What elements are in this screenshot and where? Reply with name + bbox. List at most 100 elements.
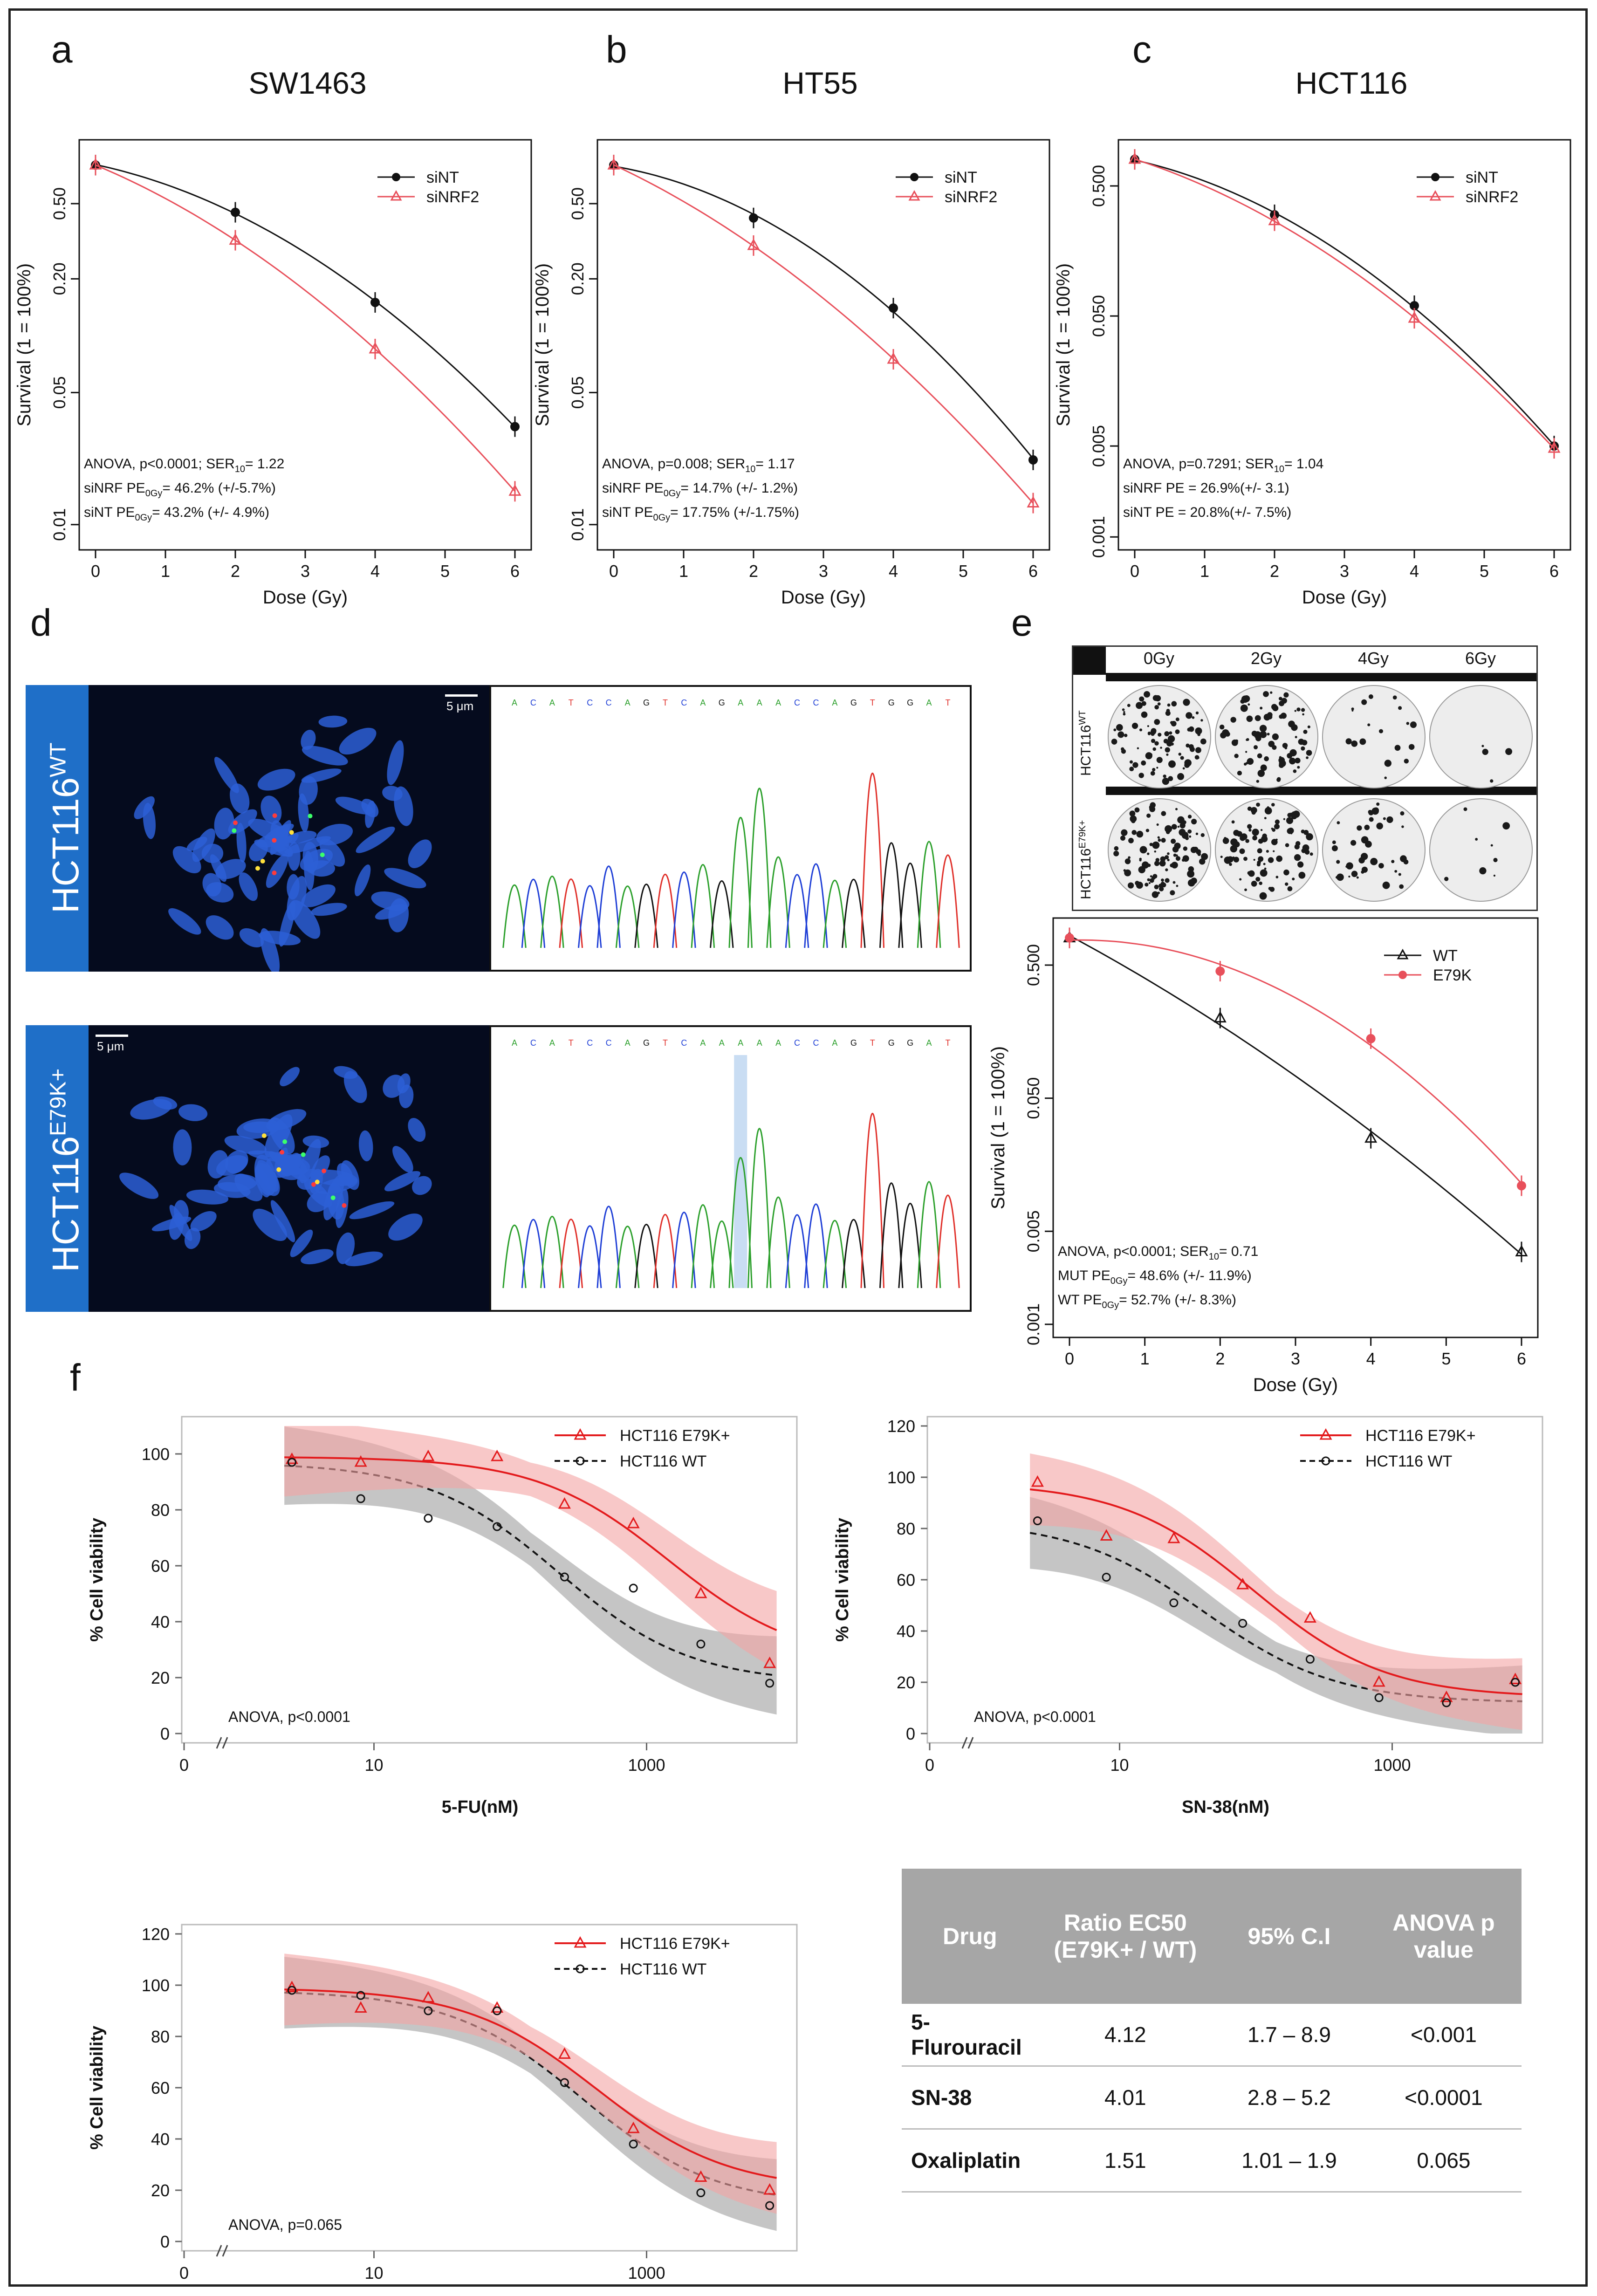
colony: [1259, 881, 1262, 885]
chromatogram-peak: [879, 842, 904, 948]
data-point: [1408, 311, 1421, 323]
data-point: [1366, 1034, 1376, 1043]
colony: [1284, 747, 1288, 749]
y-tick-label: 60: [151, 1556, 170, 1576]
colony: [1162, 777, 1170, 785]
fish-signal: [315, 1179, 320, 1185]
colony: [1336, 873, 1344, 881]
data-point: [1031, 1475, 1044, 1487]
fit-curve-HCT116 E79K+: [1029, 1488, 1522, 1695]
colony: [1401, 825, 1404, 828]
y-tick-label: 100: [142, 1445, 170, 1464]
panel-title-c: HCT116: [1295, 66, 1408, 100]
fit-curve-siNT: [1134, 159, 1555, 446]
colony: [1289, 757, 1296, 765]
x-tick-label: 10: [364, 1755, 383, 1775]
chromosome: [412, 1176, 432, 1195]
base-call: A: [738, 1038, 743, 1048]
colony: [1136, 702, 1143, 709]
colony: [1410, 721, 1417, 728]
y-axis-label: % Cell viability: [833, 1518, 852, 1642]
colony: [1124, 869, 1131, 877]
colony: [1261, 836, 1268, 843]
x-tick-label: 1: [1140, 1349, 1150, 1368]
legend-marker: [1431, 173, 1439, 181]
colony: [1147, 731, 1151, 735]
colony: [1201, 853, 1208, 860]
x-tick-label: 4: [370, 562, 380, 581]
colony: [1296, 707, 1301, 712]
confidence-band: [284, 1957, 777, 2231]
colony: [1368, 694, 1373, 699]
colony: [1247, 703, 1250, 706]
chromosome: [318, 715, 348, 728]
colony: [1493, 857, 1498, 863]
fish-signal: [330, 1195, 336, 1200]
x-tick-label: 1000: [1373, 1755, 1411, 1775]
x-tick-label: 2: [1270, 562, 1279, 581]
wt-label-band: [26, 685, 89, 972]
colony: [1187, 870, 1195, 878]
colony: [1152, 695, 1159, 701]
chromatogram-peak: [917, 841, 941, 948]
y-tick-label: 40: [151, 2130, 170, 2149]
colony: [1247, 824, 1252, 829]
y-tick-label: 0.05: [50, 376, 69, 409]
colony: [1404, 759, 1409, 764]
fit-curve-HCT116 E79K+: [284, 1988, 777, 2179]
data-point: [1364, 1131, 1378, 1143]
data-point: [287, 1986, 296, 1995]
axis-break: [961, 1737, 968, 1749]
colony: [1252, 835, 1257, 841]
chromosome: [266, 854, 288, 888]
y-tick-label: 0.050: [1089, 295, 1108, 337]
data-point: [1238, 1619, 1247, 1628]
mutation-highlight: [734, 1055, 747, 1288]
stats-annotation: siNT PE = 20.8%(+/- 7.5%): [1123, 505, 1291, 520]
colony: [1346, 862, 1353, 870]
legend-marker: [576, 1456, 585, 1466]
chromatogram-peak: [917, 1181, 941, 1289]
mut-scale-text: 5 μm: [97, 1039, 124, 1053]
survival-plot-c: 0 1 2 3 4 5 6 Dose (Gy) 0.001 0.005 0.050 0.500 Surv…: [1053, 139, 1571, 608]
colony: [1239, 848, 1245, 854]
base-call: A: [719, 1038, 725, 1048]
colony: [1197, 733, 1200, 736]
chromosome: [255, 1163, 280, 1196]
table-cell: <0.001: [1365, 2004, 1522, 2067]
colony: [1158, 838, 1161, 842]
colony: [1294, 710, 1296, 712]
chromatogram-peak: [615, 885, 640, 948]
colony: [1260, 829, 1263, 831]
colony: [1244, 888, 1247, 891]
x-tick-label: 3: [819, 562, 828, 581]
colony: [1475, 838, 1478, 841]
colony: [1161, 811, 1166, 816]
legend-marker: [1319, 1428, 1332, 1440]
colony: [1220, 856, 1223, 858]
colony: [1167, 703, 1171, 707]
data-point: [424, 1514, 433, 1523]
chromatogram-peak: [766, 856, 790, 948]
colony: [1302, 740, 1308, 746]
chromosome: [343, 1071, 367, 1103]
chromosome: [239, 928, 264, 948]
colony: [1179, 829, 1186, 836]
colony: [1123, 869, 1126, 872]
colony: [1165, 878, 1170, 883]
axis-break: [222, 1737, 228, 1749]
colony: [1177, 773, 1185, 780]
stats-annotation: ANOVA, p=0.7291; SER10= 1.04: [1123, 456, 1323, 474]
colony: [1263, 863, 1266, 865]
y-tick-label: 0.005: [1089, 425, 1108, 467]
x-tick-label: 0: [609, 562, 618, 581]
chromatogram-peak: [747, 788, 772, 948]
x-tick-label: 4: [1366, 1349, 1376, 1368]
data-point: [493, 1522, 502, 1531]
colony: [1250, 807, 1257, 814]
data-point: [747, 238, 760, 250]
base-call: C: [681, 1038, 687, 1048]
data-point: [1102, 1573, 1111, 1582]
y-axis-label: Survival (1 = 100%): [14, 263, 34, 426]
chromatogram-peak: [615, 1226, 640, 1289]
